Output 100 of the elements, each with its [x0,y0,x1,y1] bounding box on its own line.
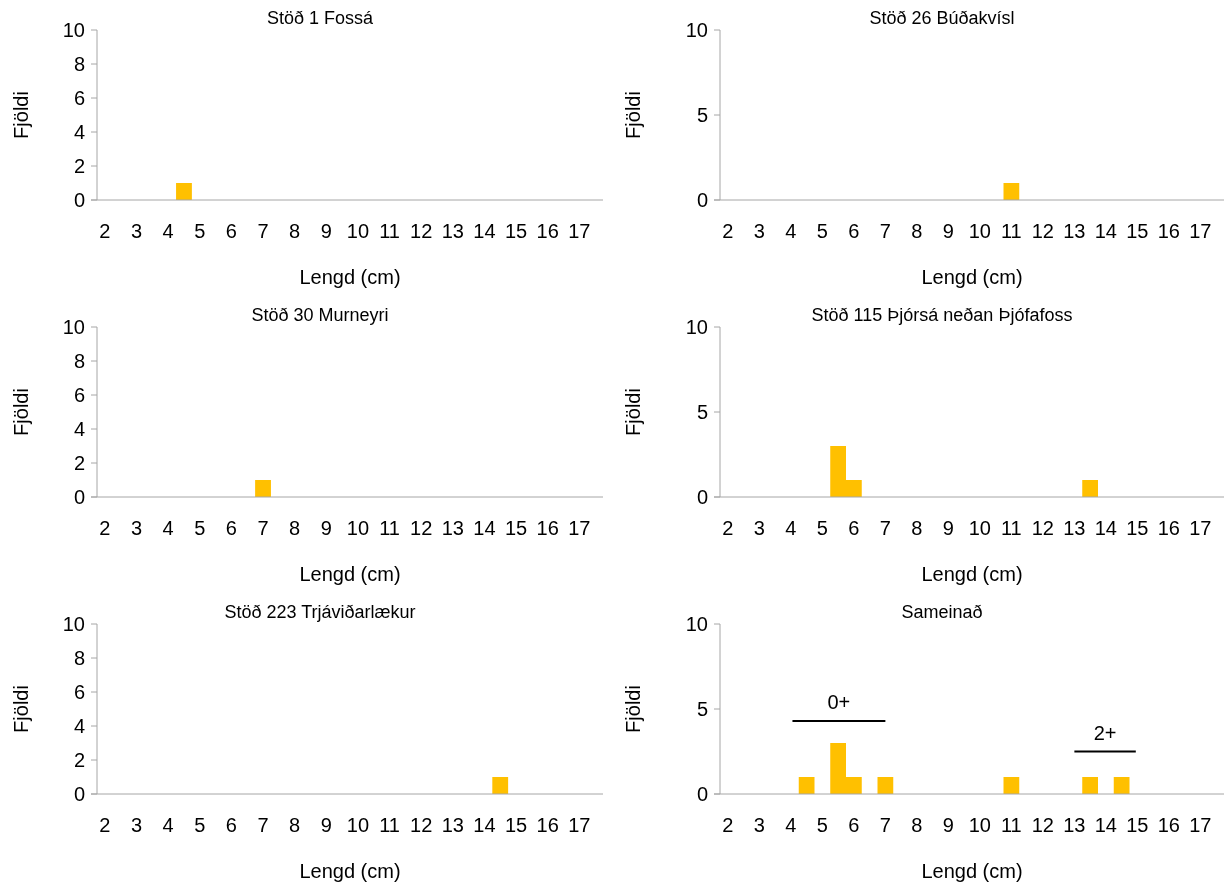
x-tick-label: 7 [879,517,891,539]
x-tick-label: 16 [536,814,559,836]
x-tick-label: 8 [289,814,301,836]
x-tick-label: 12 [1031,220,1054,242]
y-axis-title: Fjöldi [622,388,644,436]
x-tick-label: 5 [816,220,828,242]
x-tick-label: 4 [162,220,174,242]
y-tick-label: 0 [696,189,708,211]
x-tick-label: 10 [968,814,991,836]
y-tick-label: 10 [685,316,708,338]
x-tick-label: 4 [162,517,174,539]
x-tick-label: 3 [753,814,765,836]
y-axis-title: Fjöldi [622,91,644,139]
x-tick-label: 2 [99,220,111,242]
y-tick-label: 5 [696,698,708,720]
y-axis-title: Fjöldi [622,685,644,733]
x-tick-label: 2 [722,517,734,539]
y-tick-label: 10 [62,316,85,338]
x-tick-label: 17 [568,814,591,836]
x-tick-label: 12 [1031,517,1054,539]
x-tick-label: 10 [346,517,370,539]
x-tick-label: 15 [1126,220,1149,242]
y-tick-label: 5 [696,401,708,423]
x-tick-label: 7 [257,814,269,836]
x-tick-label: 12 [410,220,433,242]
x-tick-label: 3 [130,220,143,242]
x-tick-label: 4 [785,220,797,242]
y-tick-label: 4 [73,121,85,143]
x-tick-label: 8 [911,517,923,539]
y-tick-label: 6 [73,384,85,406]
x-tick-label: 13 [1063,517,1086,539]
x-tick-label: 14 [1094,517,1117,539]
x-tick-label: 17 [568,517,591,539]
x-tick-label: 9 [942,220,954,242]
x-tick-label: 15 [1126,517,1149,539]
x-axis-title: Lengd (cm) [921,860,1023,882]
x-tick-label: 13 [1063,814,1086,836]
x-tick-label: 14 [473,220,496,242]
y-tick-label: 0 [696,783,708,805]
x-tick-label: 6 [848,220,860,242]
x-tick-label: 4 [785,517,797,539]
chart-title: Stöð 1 Fossá [266,8,375,28]
x-tick-label: 11 [379,220,400,242]
x-tick-label: 10 [346,220,370,242]
x-axis-title: Lengd (cm) [299,563,401,585]
x-tick-label: 10 [968,517,991,539]
y-tick-label: 0 [73,189,85,211]
x-tick-label: 3 [753,517,765,539]
chart-title: Stöð 115 Þjórsá neðan Þjófafoss [811,305,1073,325]
x-tick-label: 16 [536,220,559,242]
x-tick-label: 4 [162,814,174,836]
y-tick-label: 4 [73,418,85,440]
x-tick-label: 13 [441,220,464,242]
x-tick-label: 17 [1189,517,1212,539]
y-tick-label: 10 [685,19,708,41]
annotation: 0+ [827,690,851,713]
x-tick-label: 2 [99,814,111,836]
y-tick-label: 8 [73,647,85,669]
x-tick-label: 17 [1189,220,1212,242]
x-tick-label: 6 [225,220,237,242]
x-tick-label: 14 [1094,814,1117,836]
x-tick-label: 13 [441,814,464,836]
y-tick-label: 2 [73,452,85,474]
x-tick-label: 5 [194,517,206,539]
x-tick-label: 11 [379,517,400,539]
y-tick-label: 2 [73,749,85,771]
chart-title: Stöð 223 Trjáviðarlækur [224,602,416,622]
x-tick-label: 6 [848,814,860,836]
y-tick-label: 0 [696,486,708,508]
x-tick-label: 11 [1000,814,1022,836]
y-tick-label: 10 [62,613,85,635]
x-tick-label: 14 [473,517,496,539]
x-tick-label: 13 [1063,220,1086,242]
x-tick-label: 11 [379,814,400,836]
x-tick-label: 4 [785,814,797,836]
x-tick-label: 2 [722,814,734,836]
y-tick-label: 2 [73,155,85,177]
x-tick-label: 16 [1157,814,1180,836]
x-tick-label: 9 [942,814,954,836]
y-tick-label: 4 [73,715,85,737]
x-tick-label: 14 [473,814,496,836]
annotation: 2+ [1093,721,1117,744]
x-tick-label: 10 [968,220,991,242]
x-tick-label: 5 [816,517,828,539]
x-tick-label: 9 [320,220,332,242]
y-tick-label: 0 [73,486,85,508]
x-tick-label: 6 [225,517,237,539]
x-tick-label: 16 [536,517,559,539]
x-tick-label: 5 [194,220,206,242]
x-tick-label: 8 [289,220,301,242]
y-tick-label: 10 [62,19,85,41]
x-tick-label: 9 [320,517,332,539]
y-tick-label: 8 [73,53,85,75]
x-tick-label: 3 [130,517,143,539]
x-tick-label: 5 [194,814,206,836]
x-axis-title: Lengd (cm) [921,266,1023,288]
x-tick-label: 15 [504,517,528,539]
x-tick-label: 6 [225,814,237,836]
x-tick-label: 7 [879,220,891,242]
x-tick-label: 7 [257,517,269,539]
